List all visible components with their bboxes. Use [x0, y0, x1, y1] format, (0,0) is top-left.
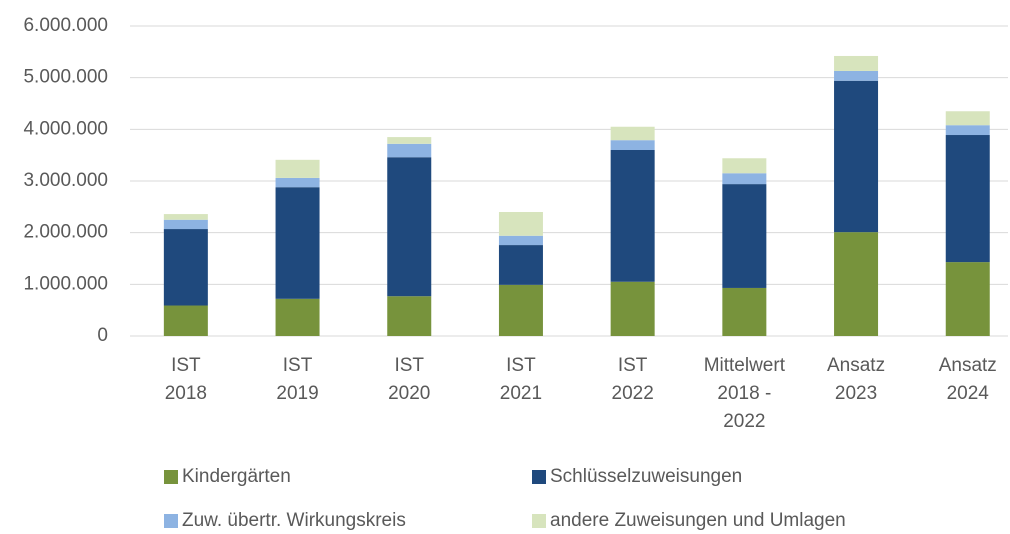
x-tick-label: 2018 — [165, 383, 207, 404]
legend-label: andere Zuweisungen und Umlagen — [550, 510, 846, 531]
bar-segment — [610, 150, 655, 282]
y-tick-label: 4.000.000 — [23, 118, 108, 139]
legend-label: Zuw. übertr. Wirkungskreis — [182, 510, 406, 531]
legend-swatch — [532, 514, 546, 528]
x-tick-label: IST — [283, 355, 313, 376]
bar-segment — [163, 219, 208, 230]
bar-segment — [275, 177, 320, 188]
bar-segment — [498, 245, 543, 285]
bar-segment — [945, 111, 990, 126]
bar-segment — [163, 214, 208, 220]
x-tick-label: 2020 — [388, 383, 430, 404]
bar-segment — [163, 305, 208, 336]
bar-segment — [722, 184, 767, 288]
bar-segment — [610, 281, 655, 336]
bar-segment — [722, 287, 767, 336]
bar-segment — [498, 235, 543, 246]
x-tick-label: IST — [394, 355, 424, 376]
y-tick-label: 5.000.000 — [23, 67, 108, 88]
x-tick-label: 2022 — [612, 383, 654, 404]
bar-segment — [387, 296, 432, 336]
x-tick-label: 2024 — [947, 383, 990, 404]
y-tick-label: 0 — [97, 325, 108, 346]
bar-segment — [498, 284, 543, 336]
bar-segment — [722, 173, 767, 185]
x-tick-label: 2021 — [500, 383, 542, 404]
y-tick-label: 3.000.000 — [23, 170, 108, 191]
bar-segment — [945, 262, 990, 336]
bar-segment — [498, 212, 543, 236]
bar-segment — [834, 70, 879, 81]
bar-segment — [834, 232, 879, 336]
x-tick-label: Mittelwert — [704, 355, 786, 376]
x-tick-label: 2019 — [276, 383, 318, 404]
x-tick-label: Ansatz — [939, 355, 997, 376]
y-tick-label: 6.000.000 — [23, 15, 108, 36]
bar-segment — [275, 187, 320, 299]
bar-segment — [387, 157, 432, 297]
x-tick-label: IST — [171, 355, 201, 376]
bar-segment — [275, 159, 320, 178]
bar-segment — [610, 126, 655, 141]
legend-swatch — [164, 514, 178, 528]
bar-segment — [387, 143, 432, 158]
x-tick-label: IST — [506, 355, 536, 376]
bar-segment — [275, 298, 320, 336]
legend-label: Kindergärten — [182, 466, 291, 487]
x-tick-label: Ansatz — [827, 355, 885, 376]
bar-segment — [945, 125, 990, 136]
bar-segment — [163, 229, 208, 306]
x-tick-label: 2018 - — [717, 383, 771, 404]
bar-segment — [722, 158, 767, 174]
legend-label: Schlüsselzuweisungen — [550, 466, 742, 487]
y-tick-label: 2.000.000 — [23, 222, 108, 243]
x-tick-label: 2023 — [835, 383, 877, 404]
x-tick-label: 2022 — [723, 411, 765, 432]
x-tick-label: IST — [618, 355, 648, 376]
bar-segment — [610, 140, 655, 150]
bar-segment — [945, 135, 990, 263]
bar-segment — [834, 80, 879, 233]
bar-segment — [834, 55, 879, 71]
legend-swatch — [532, 470, 546, 484]
bar-segment — [387, 137, 432, 144]
y-tick-label: 1.000.000 — [23, 273, 108, 294]
legend-swatch — [164, 470, 178, 484]
